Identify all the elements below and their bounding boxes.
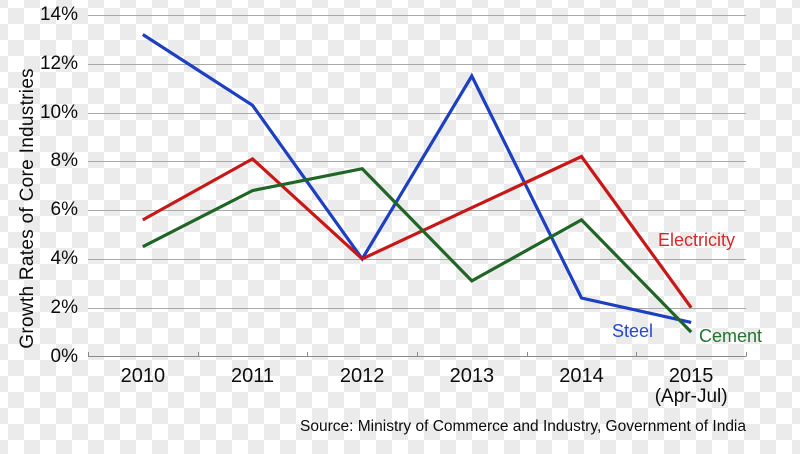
y-tick-label: 8% (50, 150, 78, 172)
x-tick-label: 2011 (230, 365, 274, 387)
y-tick-label: 0% (50, 345, 78, 367)
x-tick-label: 2015 (668, 365, 714, 387)
x-tick-sublabel: (Apr-Jul) (654, 386, 728, 407)
y-tick-label: 14% (39, 4, 78, 25)
cement-series-label: Cement (699, 326, 763, 346)
x-tick-label: 2010 (120, 365, 166, 387)
y-tick-label: 2% (50, 296, 78, 318)
source-caption: Source: Ministry of Commerce and Industr… (300, 418, 746, 435)
x-tick-label: 2013 (449, 365, 495, 387)
y-tick-label: 10% (39, 101, 78, 123)
steel-series-label: Steel (612, 321, 654, 341)
x-tick-label: 2012 (339, 365, 385, 387)
x-tick-label: 2014 (559, 365, 604, 387)
y-tick-label: 12% (39, 52, 78, 74)
electricity-series-label: Electricity (658, 230, 736, 250)
y-tick-label: 4% (50, 247, 78, 269)
y-tick-label: 6% (50, 199, 78, 221)
